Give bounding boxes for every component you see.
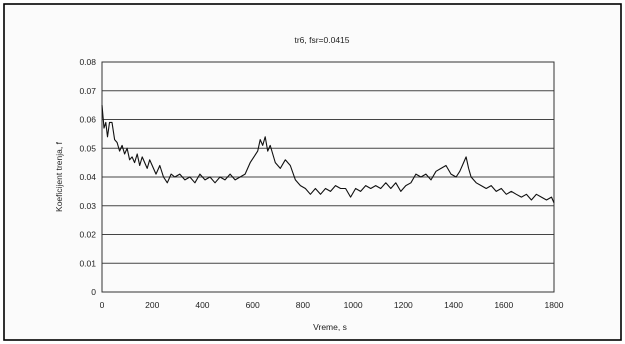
x-tick-label: 600 (246, 300, 260, 310)
y-tick-label: 0.02 (79, 230, 96, 240)
chart-title: tr6, fsr=0.0415 (294, 35, 349, 45)
y-tick-label: 0.01 (79, 258, 96, 268)
x-tick-label: 1200 (394, 300, 413, 310)
y-tick-label: 0.06 (79, 115, 96, 125)
x-tick-label: 1400 (444, 300, 463, 310)
y-tick-labels: 0 0.01 0.02 0.03 0.04 0.05 0.06 0.07 0.08 (79, 57, 96, 297)
x-tick-label: 1800 (545, 300, 564, 310)
x-tick-label: 0 (100, 300, 105, 310)
series-line-0 (101, 105, 555, 204)
x-tick-label: 400 (195, 300, 209, 310)
x-tick-label: 1000 (344, 300, 363, 310)
x-tick-label: 200 (145, 300, 159, 310)
x-tick-labels: 0 200 400 600 800 1000 1200 1400 1600 1800 (100, 300, 564, 310)
plot-area (101, 61, 555, 293)
x-axis-label: Vreme, s (313, 322, 347, 332)
y-tick-label: 0.08 (79, 57, 96, 67)
chart-frame (3, 3, 622, 341)
x-tick-label: 1600 (494, 300, 513, 310)
y-tick-label: 0.03 (79, 201, 96, 211)
y-axis-label: Koeficijent trenja, f (54, 141, 64, 212)
y-tick-label: 0.05 (79, 143, 96, 153)
y-tick-label: 0.04 (79, 172, 96, 182)
gridlines (102, 90, 554, 264)
x-tick-label: 800 (296, 300, 310, 310)
series-group (101, 105, 555, 204)
chart-paper (4, 4, 621, 340)
y-tick-label: 0.07 (79, 86, 96, 96)
y-tick-label: 0 (91, 287, 96, 297)
